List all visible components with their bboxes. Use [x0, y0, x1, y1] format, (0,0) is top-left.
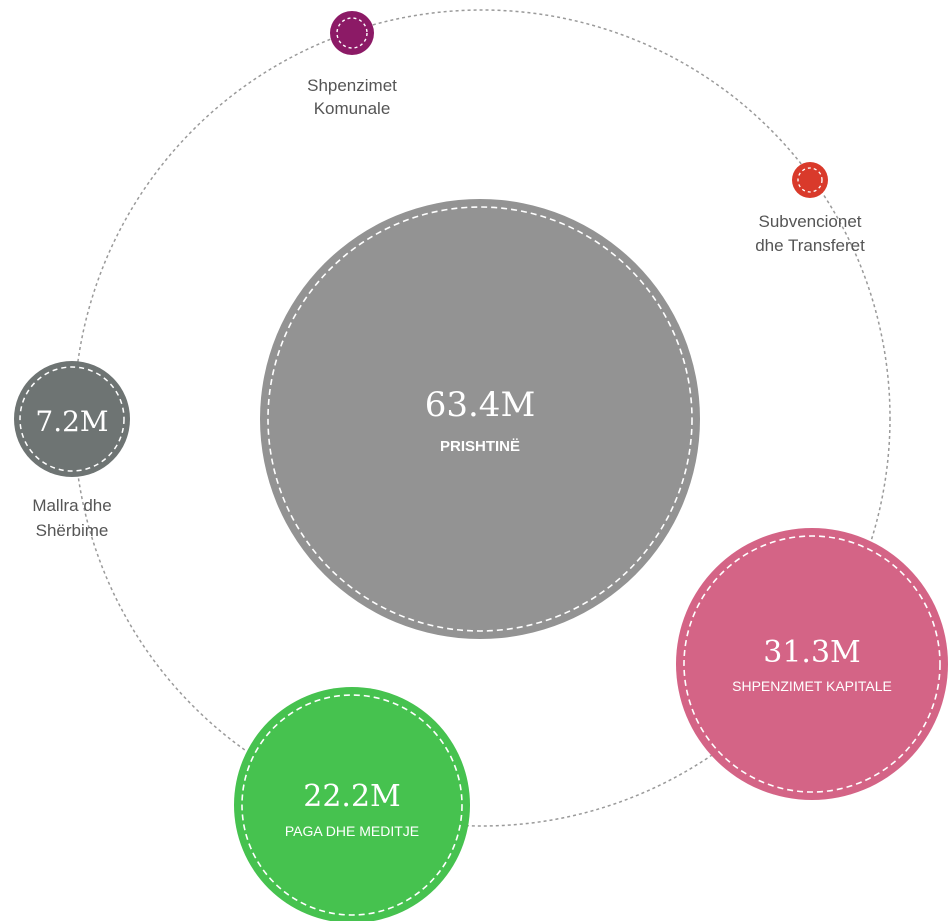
node-subvencionet: Subvencionet dhe Transferet — [755, 162, 865, 255]
center-label: PRISHTINË — [440, 438, 520, 455]
subvencionet-label-line2: dhe Transferet — [755, 236, 865, 255]
subvencionet-label-line1: Subvencionet — [758, 212, 861, 231]
orbit-ring — [73, 9, 891, 827]
node-kapitale: 31.3M SHPENZIMET KAPITALE — [676, 528, 948, 800]
center-bubble: 63.4M PRISHTINË — [260, 199, 700, 639]
mallra-label-line2: Shërbime — [36, 521, 109, 540]
mallra-value: 7.2M — [35, 405, 108, 438]
node-mallra: 7.2M Mallra dhe Shërbime — [14, 361, 130, 540]
node-shpenzimet-komunale: Shpenzimet Komunale — [307, 11, 397, 118]
node-paga: 22.2M PAGA DHE MEDITJE — [234, 687, 470, 921]
komunale-label-line1: Shpenzimet — [307, 76, 397, 95]
kapitale-value: 31.3M — [763, 635, 861, 670]
mallra-label-line1: Mallra dhe — [32, 496, 111, 515]
paga-value: 22.2M — [303, 779, 401, 814]
komunale-label-line2: Komunale — [314, 99, 391, 118]
paga-label: PAGA DHE MEDITJE — [285, 823, 419, 839]
center-value: 63.4M — [425, 385, 536, 425]
kapitale-label: SHPENZIMET KAPITALE — [732, 678, 892, 694]
